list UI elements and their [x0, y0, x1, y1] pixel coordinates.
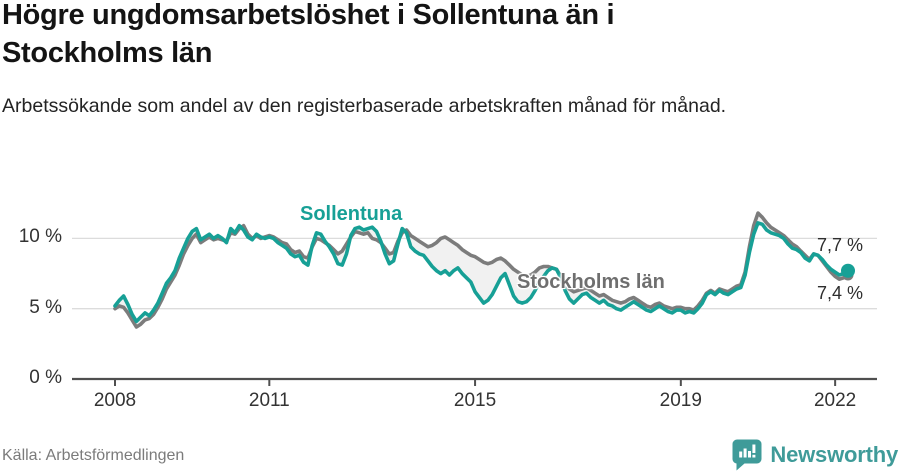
- sollentuna-line: [113, 221, 850, 324]
- series-label-stockholms-lan: Stockholms län: [517, 271, 665, 293]
- sollentuna-end-dot: [841, 263, 855, 278]
- bar-chart-glyph: [739, 444, 756, 458]
- end-value-sollentuna: 7,7 %: [817, 235, 864, 255]
- x-tick-label: 2008: [93, 390, 137, 411]
- y-tick-label: 0 %: [29, 367, 62, 388]
- page-subtitle: Arbetssökande som andel av den registerb…: [2, 95, 727, 117]
- newsworthy-icon: [732, 439, 762, 471]
- page-title: Högre ungdomsarbetslöshet i Sollentuna ä…: [2, 0, 615, 69]
- series-label-sollentuna: Sollentuna: [300, 203, 403, 225]
- end-value-stockholms-lan: 7,4 %: [817, 283, 864, 303]
- y-tick-label: 5 %: [29, 296, 62, 318]
- x-tick-label: 2022: [813, 390, 857, 411]
- newsworthy-logo[interactable]: Newsworthy: [731, 438, 898, 471]
- y-tick-label: 10 %: [18, 226, 62, 248]
- speech-bubble-shape: [732, 439, 762, 471]
- newsworthy-wordmark: Newsworthy: [770, 441, 898, 467]
- x-tick-label: 2011: [248, 390, 290, 411]
- source-note: Källa: Arbetsförmedlingen: [2, 447, 185, 464]
- x-tick-label: 2015: [453, 390, 497, 411]
- x-tick-label: 2019: [659, 390, 702, 411]
- between-series-band: [115, 213, 848, 327]
